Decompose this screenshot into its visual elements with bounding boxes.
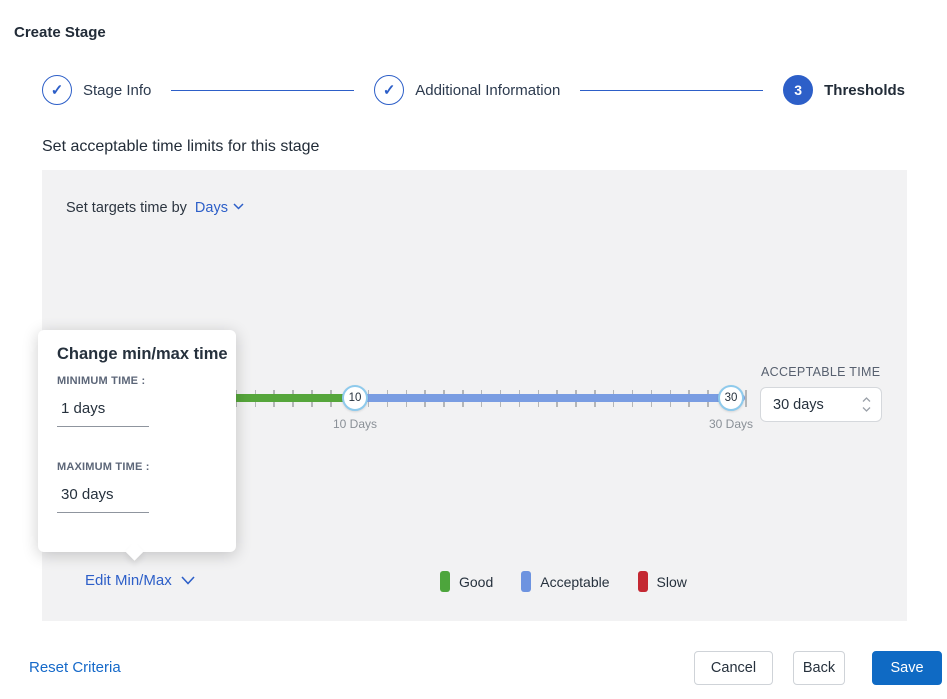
edit-minmax-link[interactable]: Edit Min/Max	[85, 572, 195, 589]
step-connector	[580, 89, 764, 91]
acceptable-time-value: 30 days	[773, 396, 824, 413]
legend-label: Slow	[656, 573, 687, 590]
chevron-down-icon[interactable]	[233, 198, 244, 214]
stepper-spinner[interactable]	[862, 397, 881, 412]
step-1-complete-icon[interactable]: ✓	[42, 75, 72, 105]
cancel-button[interactable]: Cancel	[694, 651, 773, 685]
step-connector	[171, 89, 355, 91]
acceptable-time-label: ACCEPTABLE TIME	[761, 365, 881, 379]
slider-segment-acceptable	[355, 394, 745, 402]
maximum-time-input[interactable]: 30 days	[57, 486, 149, 513]
chevron-down-icon	[862, 407, 871, 412]
minmax-popover: Change min/max time MINIMUM TIME : 1 day…	[38, 330, 236, 561]
step-2-complete-icon[interactable]: ✓	[374, 75, 405, 105]
stepper: ✓ Stage Info ✓ Additional Information 3 …	[42, 74, 905, 106]
step-1-label: Stage Info	[83, 81, 152, 99]
check-icon: ✓	[50, 81, 64, 99]
reset-criteria-link[interactable]: Reset Criteria	[29, 659, 121, 676]
legend-label: Good	[459, 573, 494, 590]
slider-max-label: 30 Days	[708, 417, 754, 431]
popover-title: Change min/max time	[57, 345, 228, 363]
maximum-time-label: MAXIMUM TIME :	[57, 461, 150, 473]
legend-label: Acceptable	[540, 573, 610, 590]
acceptable-time-input[interactable]: 30 days	[760, 387, 882, 422]
check-icon: ✓	[382, 81, 396, 99]
minimum-time-label: MINIMUM TIME :	[57, 375, 146, 387]
step-2-label: Additional Information	[415, 81, 561, 99]
slider-min-label: 10 Days	[332, 417, 378, 431]
target-unit-dropdown[interactable]: Days	[194, 200, 228, 216]
legend-item: Acceptable	[521, 571, 610, 592]
minimum-time-input[interactable]: 1 days	[57, 400, 149, 427]
step-3-label: Thresholds	[824, 81, 905, 99]
slider-min-handle[interactable]: 10	[342, 385, 368, 411]
slider-max-handle[interactable]: 30	[718, 385, 744, 411]
save-button[interactable]: Save	[872, 651, 942, 685]
section-heading: Set acceptable time limits for this stag…	[42, 138, 320, 155]
threshold-legend: Good Acceptable Slow	[440, 571, 687, 592]
slider-tick	[745, 390, 747, 407]
page-title: Create Stage	[14, 24, 106, 41]
chevron-up-icon	[862, 397, 871, 402]
chevron-down-icon	[181, 576, 195, 585]
legend-item: Slow	[637, 571, 687, 592]
legend-item: Good	[440, 571, 493, 592]
target-time-row: Set targets time by Days	[66, 198, 244, 216]
back-button[interactable]: Back	[793, 651, 845, 685]
legend-swatch	[637, 571, 648, 592]
step-3-number-badge[interactable]: 3	[783, 75, 814, 105]
legend-swatch	[521, 571, 532, 592]
edit-minmax-label: Edit Min/Max	[85, 572, 172, 589]
target-time-label: Set targets time by	[66, 200, 187, 216]
legend-swatch	[440, 571, 450, 592]
